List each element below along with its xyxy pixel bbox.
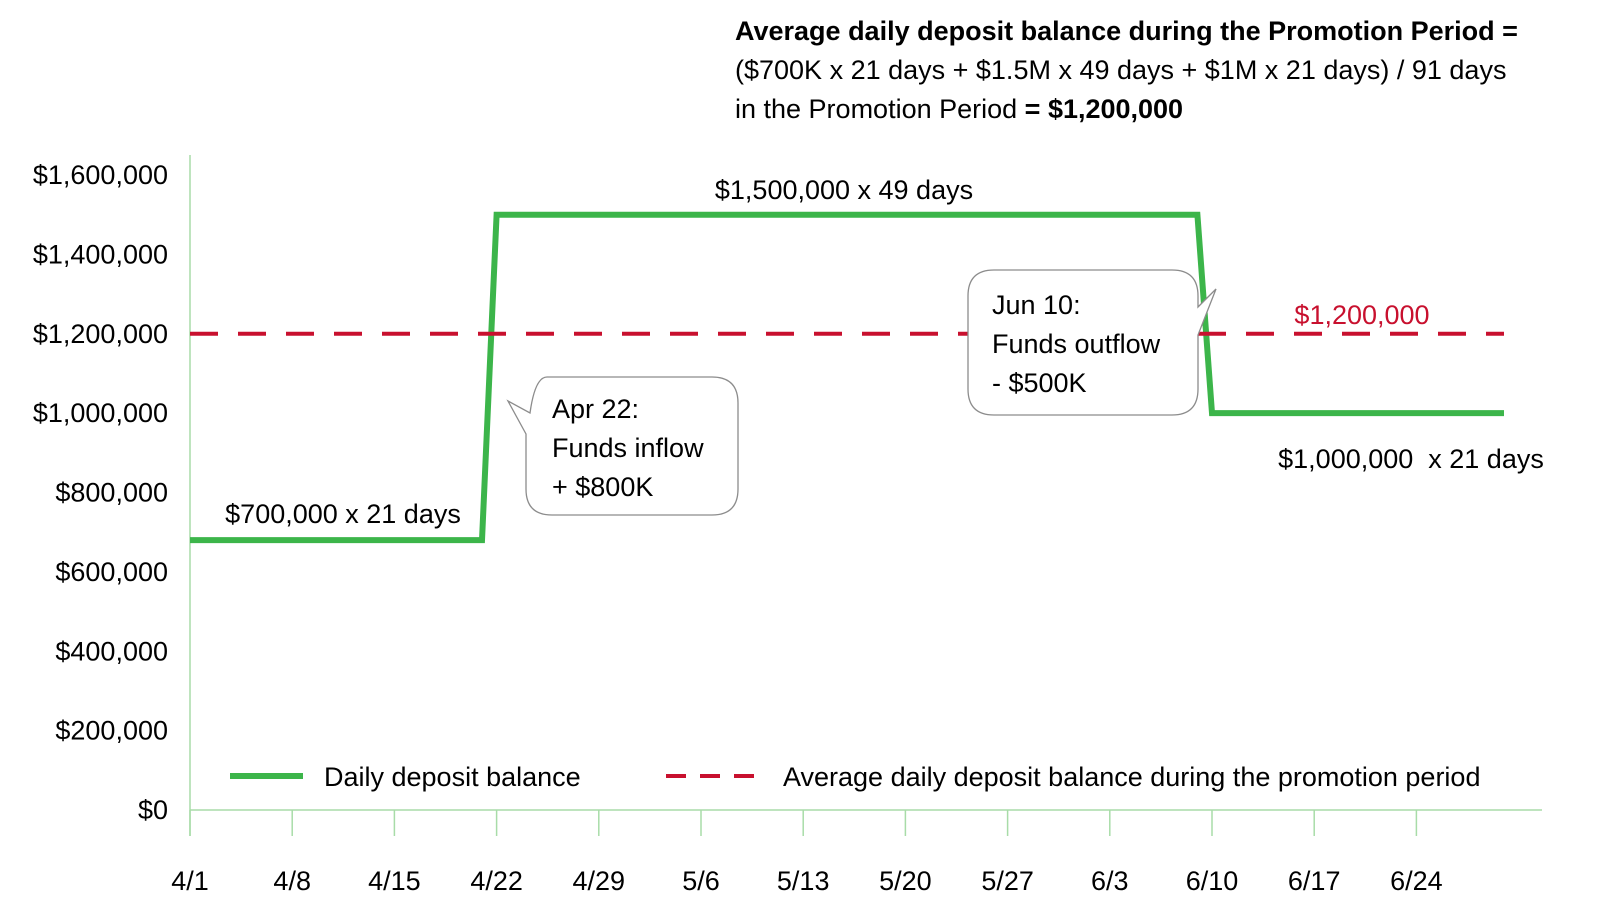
formula-line-2: ($700K x 21 days + $1.5M x 49 days + $1M… [735, 55, 1507, 85]
x-axis-labels: 4/1 4/8 4/15 4/22 4/29 5/6 5/13 5/20 5/27 6/3 6/10… [171, 866, 1442, 896]
x-tick-label: 5/6 [682, 866, 720, 896]
y-tick-label: $800,000 [55, 478, 168, 508]
formula-annotation: Average daily deposit balance during the… [735, 12, 1595, 129]
x-tick-label: 6/24 [1390, 866, 1443, 896]
x-tick-label: 5/13 [777, 866, 830, 896]
y-tick-label: $0 [138, 795, 168, 825]
callout-text: Jun 10: [992, 290, 1081, 320]
y-tick-label: $1,400,000 [33, 239, 168, 269]
average-value-label: $1,200,000 [1294, 300, 1429, 330]
x-tick-label: 4/1 [171, 866, 209, 896]
axes [189, 155, 1542, 836]
legend-balance-label: Daily deposit balance [324, 762, 581, 792]
segment-label-1: $700,000 x 21 days [225, 499, 461, 529]
y-tick-label: $200,000 [55, 716, 168, 746]
x-tick-label: 6/3 [1091, 866, 1129, 896]
callout-bubble [506, 376, 739, 516]
x-tick-label: 4/15 [368, 866, 421, 896]
series-layer [190, 211, 1504, 544]
callouts: Apr 22: Funds inflow + $800K Jun 10: Funds o… [506, 269, 1217, 516]
x-tick-label: 4/22 [470, 866, 523, 896]
callout-text: + $800K [552, 472, 653, 502]
callout-text: Apr 22: [552, 394, 639, 424]
y-tick-label: $1,600,000 [33, 160, 168, 190]
x-tick-label: 5/20 [879, 866, 932, 896]
y-tick-label: $400,000 [55, 636, 168, 666]
segment-labels: $1,200,000 $700,000 x 21 days $1,500,000 x… [225, 175, 1544, 529]
segment-label-2: $1,500,000 x 49 days [715, 175, 973, 205]
x-tick-label: 4/29 [573, 866, 626, 896]
balance-line [190, 211, 1504, 544]
formula-line-3: in the Promotion Period = $1,200,000 [735, 94, 1184, 124]
x-tick-label: 6/17 [1288, 866, 1341, 896]
formula-line-1: Average daily deposit balance during the… [735, 16, 1518, 46]
callout-text: - $500K [992, 368, 1087, 398]
y-axis-labels: $0 $200,000 $400,000 $600,000 $800,000 $1,000… [33, 160, 168, 825]
y-tick-label: $600,000 [55, 557, 168, 587]
callout-text: Funds inflow [552, 433, 704, 463]
legend: Daily deposit balance Average daily depos… [230, 762, 1480, 792]
y-tick-label: $1,200,000 [33, 319, 168, 349]
x-tick-label: 5/27 [981, 866, 1034, 896]
segment-label-3: $1,000,000 x 21 days [1278, 444, 1544, 474]
legend-average-label: Average daily deposit balance during the… [783, 762, 1480, 792]
callout-text: Funds outflow [992, 329, 1161, 359]
x-tick-label: 4/8 [273, 866, 311, 896]
x-tick-label: 6/10 [1186, 866, 1239, 896]
formula-result: $1,200,000 [1047, 94, 1184, 124]
callout-bubble [967, 269, 1217, 416]
y-tick-label: $1,000,000 [33, 398, 168, 428]
